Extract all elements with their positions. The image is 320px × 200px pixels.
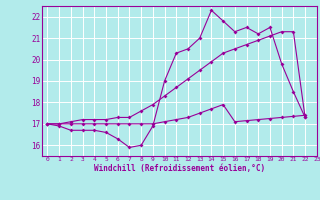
X-axis label: Windchill (Refroidissement éolien,°C): Windchill (Refroidissement éolien,°C): [94, 164, 265, 173]
